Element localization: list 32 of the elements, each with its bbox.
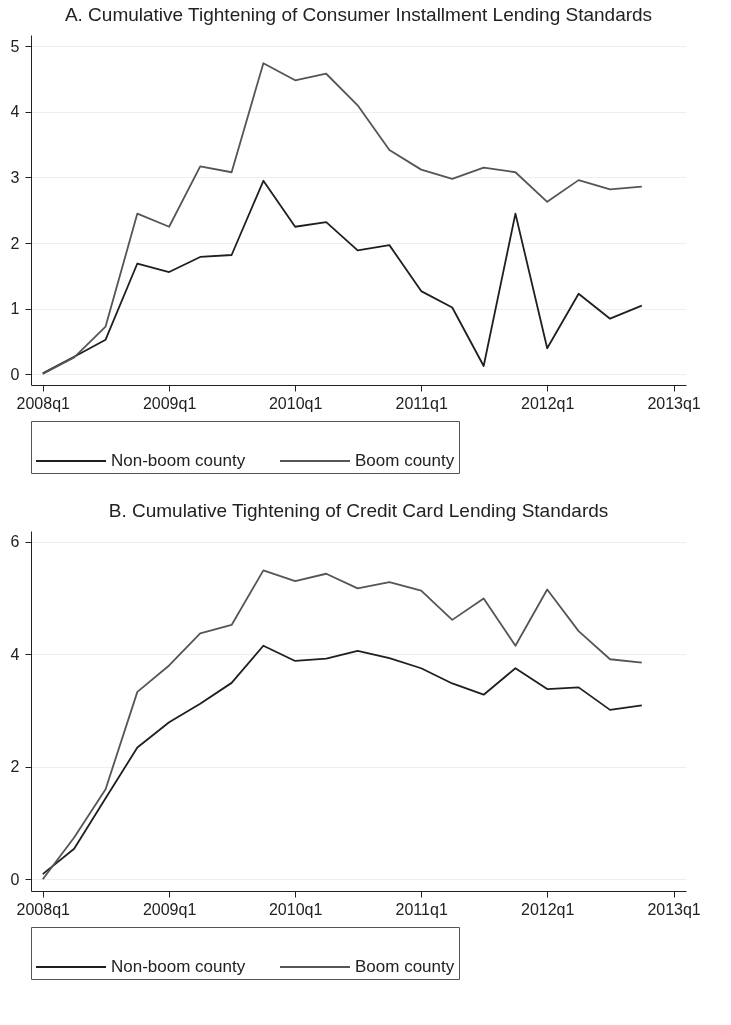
x-tick-label: 2012q1 xyxy=(521,900,575,918)
chart-title: A. Cumulative Tightening of Consumer Installment Lending Standards xyxy=(64,4,653,25)
x-tick-label: 2011q1 xyxy=(395,394,448,412)
line-series xyxy=(41,62,643,375)
y-tick-label: 4 xyxy=(10,103,20,121)
y-tick-label: 3 xyxy=(10,169,20,186)
y-tick-label: 1 xyxy=(10,300,20,318)
y-tick-label: 6 xyxy=(10,533,20,551)
x-tick-label: 2009q1 xyxy=(142,394,197,412)
x-tick-label: 2010q1 xyxy=(268,900,323,918)
x-tick-label: 2010q1 xyxy=(268,394,323,412)
legend-label: Boom county xyxy=(355,957,455,976)
y-tick-label: 0 xyxy=(10,365,20,383)
x-tick-label: 2008q1 xyxy=(16,394,71,412)
y-tick-label: 4 xyxy=(10,645,20,663)
y-tick-label: 0 xyxy=(10,870,20,888)
line-series xyxy=(41,644,643,876)
y-tick-label: 2 xyxy=(10,234,20,252)
line-series xyxy=(41,179,643,375)
x-tick-label: 2009q1 xyxy=(142,900,197,918)
x-tick-label: 2008q1 xyxy=(16,900,71,918)
x-tick-label: 2012q1 xyxy=(521,394,575,412)
y-tick-label: 5 xyxy=(10,37,20,55)
line-series xyxy=(41,569,643,881)
y-tick-label: 2 xyxy=(10,758,20,776)
x-tick-label: 2013q1 xyxy=(647,394,701,412)
legend-label: Boom county xyxy=(355,451,455,470)
chart-title: B. Cumulative Tightening of Credit Card Lending Standards xyxy=(108,500,609,521)
x-tick-label: 2013q1 xyxy=(647,900,701,918)
legend-label: Non-boom county xyxy=(111,451,246,470)
x-tick-label: 2011q1 xyxy=(395,900,448,918)
legend-label: Non-boom county xyxy=(111,957,246,976)
